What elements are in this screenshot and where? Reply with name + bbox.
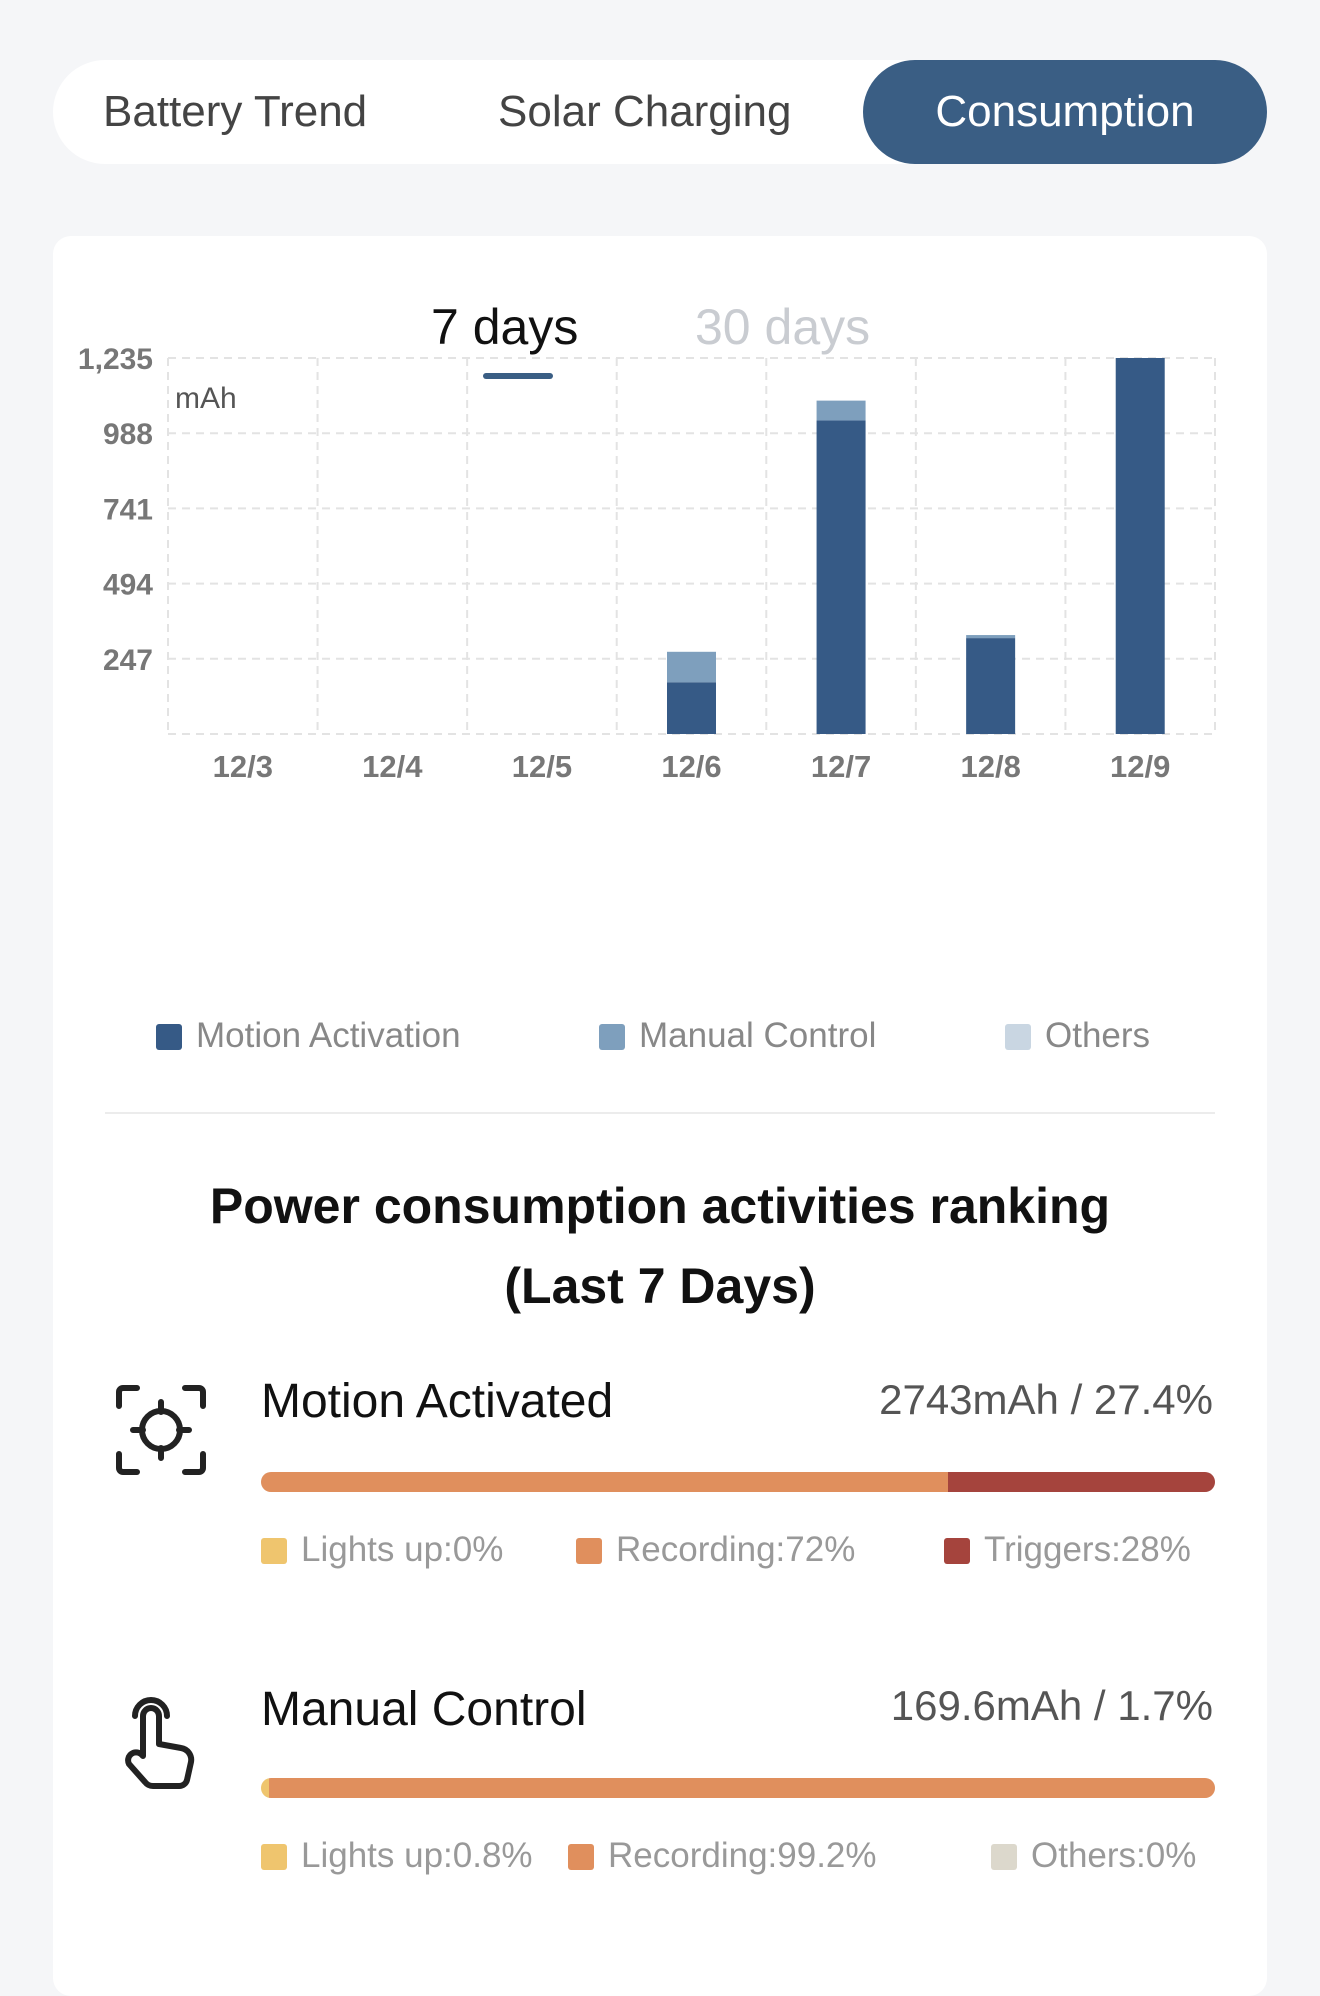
bar-manual-control: [667, 651, 716, 683]
tab-solar-charging[interactable]: Solar Charging: [498, 87, 792, 136]
legend-label: Triggers:28%: [984, 1530, 1191, 1569]
bar-segment-recording: [268, 1778, 1215, 1798]
activity-name: Manual Control: [261, 1683, 587, 1736]
legend-label: Motion Activation: [196, 1016, 461, 1055]
legend-label: Others: [1045, 1016, 1151, 1055]
view-tabs: Battery Trend Solar Charging Consumption: [53, 60, 1267, 164]
tab-battery-trend[interactable]: Battery Trend: [103, 87, 368, 136]
y-tick-label: 741: [103, 493, 153, 526]
sub-legend-lights-up: Lights up:0%: [261, 1530, 503, 1570]
legend-label: Lights up:0%: [301, 1530, 504, 1569]
sub-legend-recording: Recording:99.2%: [568, 1836, 877, 1876]
y-tick-label: 988: [103, 418, 153, 451]
legend-label: Recording:72%: [616, 1530, 856, 1569]
legend-swatch: [568, 1844, 594, 1870]
consumption-bar-chart: 247 494 741 988 1,235 12/3 12/4 12/5 12/6 12/7 12/…: [78, 343, 1216, 784]
ranking-title-line1: Power consumption activities ranking: [209, 1178, 1111, 1234]
legend-others: Others: [1005, 1016, 1150, 1056]
legend-swatch: [991, 1844, 1017, 1870]
motion-target-icon: [116, 1385, 206, 1475]
active-period-indicator: [483, 373, 553, 379]
legend-swatch: [261, 1538, 287, 1564]
ranking-title-line2: (Last 7 Days): [504, 1258, 816, 1314]
section-divider: [105, 1112, 1215, 1114]
sub-legend-recording: Recording:72%: [576, 1530, 855, 1570]
tab-30-days[interactable]: 30 days: [695, 299, 871, 355]
legend-label: Others:0%: [1031, 1836, 1197, 1875]
tab-consumption[interactable]: Consumption: [863, 60, 1267, 164]
legend-motion-activation: Motion Activation: [156, 1016, 461, 1056]
legend-label: Lights up:0.8%: [301, 1836, 533, 1875]
consumption-card: 7 days 30 days mAh 247 494 741 988 1,235 12/3…: [53, 236, 1267, 1996]
x-tick-label: 12/5: [512, 749, 572, 784]
activity-value: 169.6mAh / 1.7%: [890, 1682, 1213, 1729]
bar-segment-recording: [261, 1472, 948, 1492]
x-tick-label: 12/7: [811, 749, 871, 784]
x-tick-label: 12/3: [213, 749, 273, 784]
ranking-title: Power consumption activities ranking (La…: [53, 1166, 1267, 1326]
bar-motion-activation: [966, 638, 1016, 734]
tab-7-days[interactable]: 7 days: [431, 299, 579, 355]
y-tick-label: 494: [103, 569, 153, 602]
x-tick-label: 12/4: [362, 749, 423, 784]
bar-motion-activation: [816, 420, 866, 734]
legend-swatch: [156, 1024, 182, 1050]
activity-name: Motion Activated: [261, 1375, 614, 1428]
y-tick-label: 247: [103, 644, 153, 677]
activity-value: 2743mAh / 27.4%: [879, 1376, 1213, 1423]
y-tick-label: 1,235: [78, 343, 153, 376]
activity-breakdown-bar: [261, 1778, 1215, 1798]
sub-legend-lights-up: Lights up:0.8%: [261, 1836, 533, 1876]
sub-legend-others: Others:0%: [991, 1836, 1196, 1876]
legend-swatch: [576, 1538, 602, 1564]
bar-segment-lights-up: [261, 1778, 269, 1798]
activity-breakdown-bar: [261, 1472, 1215, 1492]
bar-manual-control: [816, 400, 866, 421]
legend-swatch: [261, 1844, 287, 1870]
sub-legend-triggers: Triggers:28%: [944, 1530, 1191, 1570]
y-axis-unit: mAh: [175, 382, 237, 415]
legend-label: Manual Control: [639, 1016, 877, 1055]
bar-manual-control: [966, 635, 1016, 639]
legend-swatch: [944, 1538, 970, 1564]
legend-swatch: [1005, 1024, 1031, 1050]
x-tick-label: 12/8: [960, 749, 1020, 784]
hand-tap-icon: [125, 1697, 195, 1789]
x-tick-label: 12/9: [1110, 749, 1170, 784]
legend-manual-control: Manual Control: [599, 1016, 876, 1056]
legend-label: Recording:99.2%: [608, 1836, 877, 1875]
bar-motion-activation: [1115, 358, 1165, 734]
bar-segment-triggers: [947, 1472, 1215, 1492]
x-tick-label: 12/6: [661, 749, 721, 784]
legend-swatch: [599, 1024, 625, 1050]
bar-motion-activation: [667, 682, 716, 734]
